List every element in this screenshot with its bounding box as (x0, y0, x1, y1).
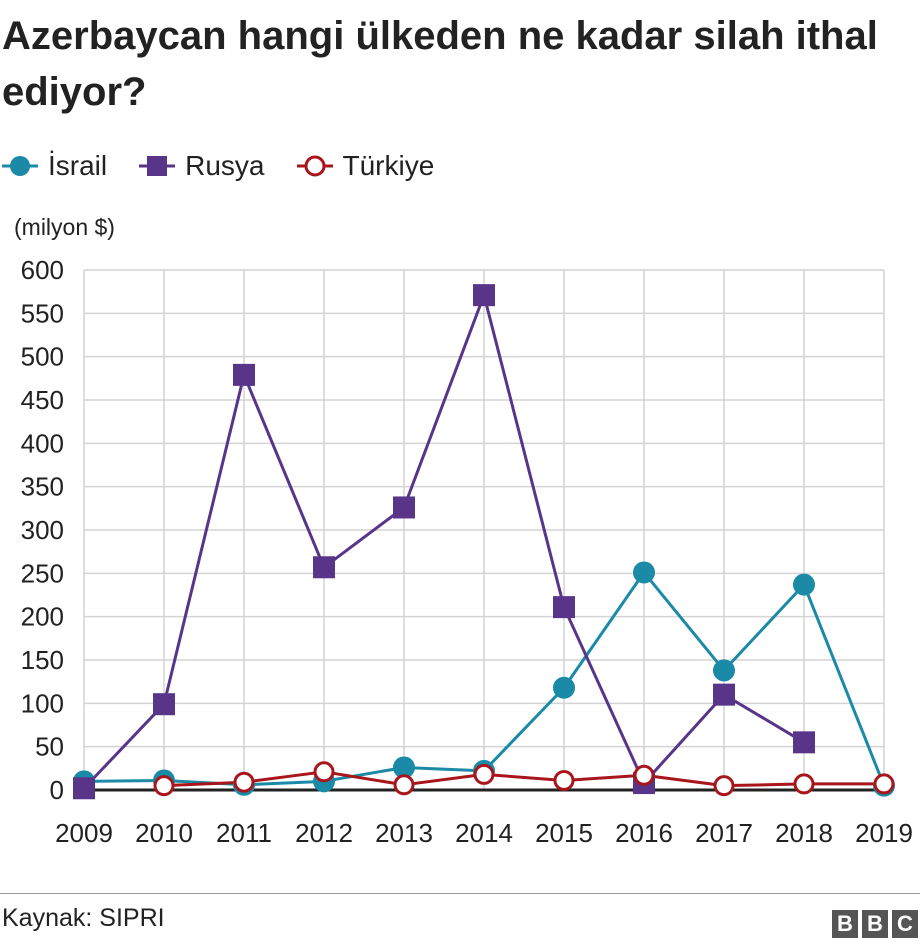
x-tick-label: 2016 (615, 818, 673, 848)
chart-title: Azerbaycan hangi ülkeden ne kadar silah … (2, 14, 878, 114)
data-point-rusya (153, 693, 175, 716)
legend-label-israil: İsrail (48, 150, 108, 181)
data-point-turkiye (233, 771, 255, 793)
filled-circle-icon (2, 156, 38, 176)
data-point-rusya (713, 683, 735, 706)
y-tick-label: 600 (21, 255, 64, 285)
data-point-rusya (393, 496, 415, 519)
x-tick-label: 2010 (135, 818, 193, 848)
x-tick-label: 2012 (295, 818, 353, 848)
y-axis-unit-label: (milyon $) (14, 214, 115, 240)
y-tick-label: 500 (21, 342, 64, 372)
source-text: Kaynak: SIPRI (2, 904, 165, 932)
bbc-logo: B B C (828, 910, 918, 938)
y-tick-label: 550 (21, 298, 64, 328)
legend-item-israil: İsrail (0, 146, 107, 186)
data-point-turkiye (393, 774, 415, 796)
data-point-israil (633, 561, 655, 584)
data-point-turkiye (153, 775, 175, 797)
x-tick-label: 2019 (855, 818, 913, 848)
data-point-israil (713, 659, 735, 682)
data-point-rusya (553, 596, 575, 619)
data-point-rusya (313, 556, 335, 579)
bbc-logo-letter: B (832, 910, 858, 938)
x-tick-label: 2011 (216, 818, 272, 848)
y-tick-label: 0 (50, 775, 64, 805)
x-tick-label: 2014 (455, 818, 513, 848)
series-line-rusya (82, 293, 805, 790)
y-tick-label: 300 (21, 515, 64, 545)
legend: İsrail Rusya Türkiye (0, 146, 464, 186)
data-point-turkiye (713, 775, 735, 797)
x-tick-label: 2017 (695, 818, 753, 848)
y-tick-label: 350 (21, 472, 64, 502)
legend-label-rusya: Rusya (185, 150, 265, 181)
bbc-logo-letter: B (862, 910, 888, 938)
data-point-turkiye (633, 764, 655, 786)
y-tick-label: 200 (21, 602, 64, 632)
series-line-trkiye (163, 770, 884, 788)
data-point-rusya (793, 731, 815, 754)
data-point-turkiye (313, 761, 335, 783)
data-point-israil (793, 573, 815, 596)
y-tick-label: 100 (21, 688, 64, 718)
y-tick-label: 250 (21, 558, 64, 588)
hollow-circle-icon (296, 155, 333, 177)
x-tick-label: 2013 (375, 818, 433, 848)
y-tick-label: 450 (21, 385, 64, 415)
data-point-israil (393, 756, 415, 779)
y-tick-label: 50 (35, 732, 64, 762)
data-point-rusya (473, 284, 495, 307)
x-tick-label: 2015 (535, 818, 593, 848)
filled-square-icon (139, 156, 176, 176)
data-point-rusya (73, 777, 95, 800)
legend-label-turkiye: Türkiye (342, 150, 435, 181)
legend-item-turkiye: Türkiye (295, 146, 435, 186)
data-point-turkiye (793, 773, 815, 795)
x-tick-label: 2009 (55, 818, 113, 848)
data-point-turkiye (473, 763, 495, 785)
y-tick-label: 150 (21, 645, 64, 675)
bbc-logo-letter: C (892, 910, 918, 938)
x-tick-label: 2018 (775, 818, 833, 848)
footer-divider (0, 893, 920, 894)
data-point-rusya (233, 363, 255, 386)
data-point-turkiye (873, 773, 895, 795)
line-chart: 0 50 100 150 200 250 300 350 400 450 500 550 600 2009… (21, 255, 913, 848)
data-point-turkiye (553, 769, 575, 791)
y-tick-label: 400 (21, 428, 64, 458)
data-point-israil (553, 676, 575, 699)
legend-item-rusya: Rusya (137, 146, 265, 186)
